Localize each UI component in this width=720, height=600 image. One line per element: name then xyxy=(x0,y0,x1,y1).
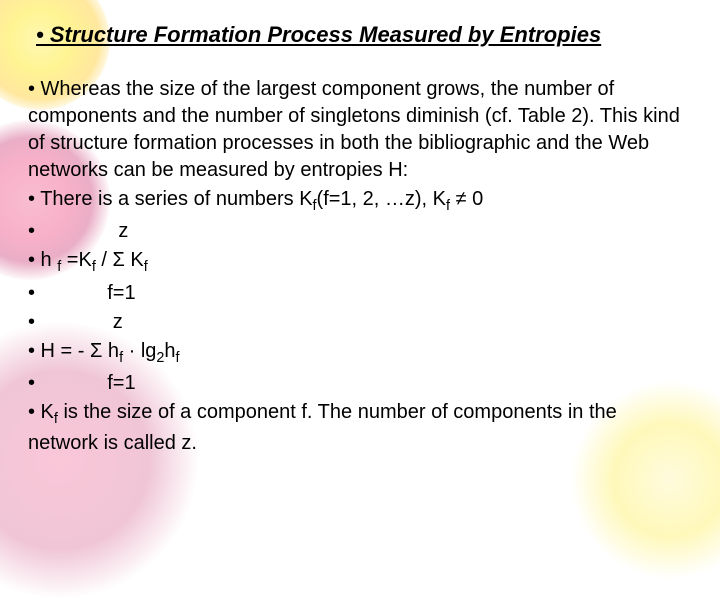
body-line-series: • There is a series of numbers Kf(f=1, 2… xyxy=(28,186,692,216)
text-fragment: h xyxy=(164,340,175,362)
body-line-f1: • f=1 xyxy=(28,280,692,307)
subscript-f: f xyxy=(144,259,148,275)
slide-heading: • Structure Formation Process Measured b… xyxy=(36,22,692,48)
text-fragment: • K xyxy=(28,401,54,423)
slide-content: • Structure Formation Process Measured b… xyxy=(0,0,720,479)
body-line-z-upper2: • z xyxy=(28,309,692,336)
body-line-H-eq: • H = - Σ hf · lg2hf xyxy=(28,338,692,368)
text-fragment: • H = - Σ h xyxy=(28,340,119,362)
text-fragment: / Σ K xyxy=(96,249,144,271)
body-line-closing: • Kf is the size of a component f. The n… xyxy=(28,399,692,456)
text-fragment: • h xyxy=(28,249,57,271)
body-line-z-upper: • z xyxy=(28,218,692,245)
body-line-hf-eq: • h f =Kf / Σ Kf xyxy=(28,247,692,277)
body-line-f1b: • f=1 xyxy=(28,370,692,397)
text-fragment: • There is a series of numbers K xyxy=(28,188,313,210)
text-fragment: · lg xyxy=(123,340,156,362)
text-fragment: =K xyxy=(61,249,92,271)
body-line-intro: • Whereas the size of the largest compon… xyxy=(28,76,692,184)
subscript-f: f xyxy=(176,350,180,366)
text-fragment: (f=1, 2, …z), K xyxy=(317,188,446,210)
text-fragment: is the size of a component f. The number… xyxy=(28,401,617,453)
text-fragment: ≠ 0 xyxy=(450,188,483,210)
